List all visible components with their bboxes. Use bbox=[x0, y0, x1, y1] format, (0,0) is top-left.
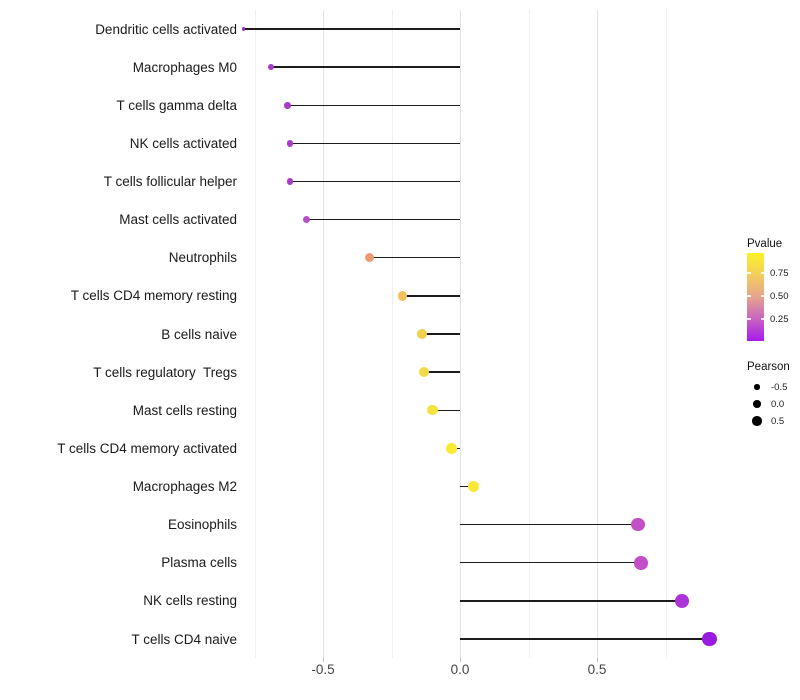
pvalue-tick-mark bbox=[747, 295, 751, 297]
gridline-0 bbox=[460, 10, 461, 658]
lollipop-stem bbox=[402, 295, 460, 297]
data-point bbox=[302, 215, 311, 224]
legend-pearson-title: Pearson bbox=[747, 361, 790, 373]
lollipop-stem bbox=[290, 142, 460, 145]
y-axis-label: Eosinophils bbox=[167, 517, 237, 533]
pvalue-gradient-bar bbox=[747, 253, 764, 341]
lollipop-stem bbox=[460, 600, 682, 602]
pearson-size-dot bbox=[753, 400, 761, 408]
legend-pvalue-title: Pvalue bbox=[747, 238, 783, 250]
data-point bbox=[241, 27, 246, 31]
lollipop-stem bbox=[270, 66, 460, 68]
y-axis-label: Mast cells resting bbox=[132, 402, 237, 418]
pvalue-tick-mark bbox=[747, 272, 751, 274]
pearson-size-label: -0.5 bbox=[771, 381, 788, 393]
pvalue-tick-mark bbox=[760, 318, 764, 320]
data-point bbox=[365, 253, 375, 263]
lollipop-stem bbox=[460, 638, 710, 640]
pvalue-tick-label: 0.25 bbox=[770, 313, 789, 325]
y-axis-label: Macrophages M2 bbox=[132, 479, 237, 494]
data-point bbox=[286, 178, 294, 185]
y-axis-label: NK cells activated bbox=[129, 135, 237, 151]
y-axis-label: B cells naive bbox=[161, 326, 237, 342]
lollipop-stem bbox=[306, 218, 460, 221]
pearson-size-label: 0.0 bbox=[771, 398, 785, 410]
gridline--0.5 bbox=[323, 10, 324, 658]
lollipop-stem bbox=[432, 409, 460, 411]
gridline-0.75 bbox=[665, 10, 667, 658]
data-point bbox=[416, 328, 427, 340]
lollipop-stem bbox=[460, 562, 641, 564]
lollipop-stem bbox=[287, 104, 460, 106]
pvalue-tick-label: 0.50 bbox=[770, 290, 789, 302]
y-axis-label: Plasma cells bbox=[161, 555, 237, 571]
data-point bbox=[267, 64, 274, 71]
y-axis-label: T cells follicular helper bbox=[103, 174, 237, 189]
gridline-0.25 bbox=[528, 10, 530, 658]
pearson-size-dot bbox=[754, 384, 760, 390]
lollipop-stem bbox=[460, 523, 639, 526]
gridline--0.75 bbox=[254, 10, 256, 658]
data-point bbox=[634, 555, 648, 570]
data-point bbox=[419, 367, 430, 378]
data-point bbox=[284, 101, 291, 109]
data-point bbox=[674, 593, 689, 608]
y-axis-label: Macrophages M0 bbox=[132, 59, 237, 75]
pvalue-tick-label: 0.75 bbox=[770, 267, 789, 279]
lollipop-stem bbox=[424, 371, 460, 373]
lollipop-stem bbox=[369, 257, 460, 259]
pearson-size-dot bbox=[752, 416, 762, 426]
y-axis-label: Neutrophils bbox=[168, 250, 237, 266]
data-point bbox=[468, 480, 480, 493]
x-axis-tick-label: 0.5 bbox=[587, 662, 607, 677]
lollipop-stem bbox=[243, 28, 460, 30]
x-axis-tick-label: -0.5 bbox=[311, 662, 335, 677]
y-axis-label: T cells gamma delta bbox=[116, 97, 237, 113]
data-point bbox=[446, 443, 458, 454]
x-axis-tick-label: 0.0 bbox=[450, 662, 470, 677]
y-axis-label: NK cells resting bbox=[143, 593, 237, 609]
data-point bbox=[397, 291, 408, 301]
pvalue-tick-mark bbox=[747, 318, 751, 320]
pearson-size-label: 0.5 bbox=[771, 415, 785, 427]
y-axis-label: T cells CD4 memory resting bbox=[70, 288, 237, 304]
x-axis-tick bbox=[460, 658, 461, 662]
x-axis-tick bbox=[323, 658, 324, 662]
x-axis-tick bbox=[597, 658, 598, 662]
gridline--0.25 bbox=[391, 10, 393, 658]
data-point bbox=[427, 405, 438, 416]
pvalue-tick-mark bbox=[760, 295, 764, 297]
lollipop-stem bbox=[421, 333, 460, 335]
y-axis-label: Mast cells activated bbox=[119, 212, 237, 228]
lollipop-stem bbox=[460, 485, 474, 488]
data-point bbox=[286, 140, 294, 147]
y-axis-label: T cells CD4 memory activated bbox=[57, 440, 237, 456]
y-axis-label: T cells regulatory Tregs bbox=[93, 364, 237, 380]
lollipop-stem bbox=[290, 180, 460, 183]
y-axis-label: T cells CD4 naive bbox=[131, 631, 237, 647]
gridline-0.5 bbox=[597, 10, 598, 658]
y-axis-label: Dendritic cells activated bbox=[95, 21, 237, 37]
data-point bbox=[702, 631, 717, 647]
pvalue-tick-mark bbox=[760, 272, 764, 274]
data-point bbox=[631, 517, 645, 532]
